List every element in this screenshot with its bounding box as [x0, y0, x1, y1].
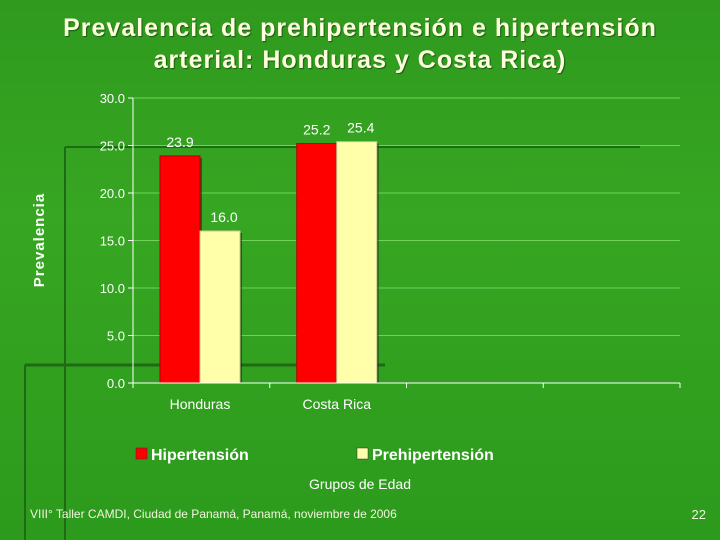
- slide-title: Prevalencia de prehipertensión e hiperte…: [0, 12, 720, 76]
- x-axis-title: Grupos de Edad: [309, 476, 411, 492]
- y-tick-label: 25.0: [100, 139, 125, 154]
- bar-value-label: 23.9: [166, 134, 193, 150]
- y-tick-label: 10.0: [100, 281, 125, 296]
- y-tick-label: 20.0: [100, 186, 125, 201]
- y-tick-label: 15.0: [100, 234, 125, 249]
- legend-label: Prehipertensión: [372, 447, 494, 464]
- x-category-label: Costa Rica: [303, 396, 372, 412]
- legend-label: Hipertensión: [151, 447, 249, 464]
- chart-legend: Hipertensión Prehipertensión: [135, 447, 494, 464]
- y-axis: 0.0 5.0 10.0 15.0 20.0 25.0 30.0 Prevalencia: [31, 91, 134, 391]
- chart-bars: 23.9 16.0 25.2 25.4: [159, 120, 379, 384]
- y-tick-label: 0.0: [107, 376, 125, 391]
- bar-prehipertensión-honduras: [199, 230, 241, 384]
- page-number: 22: [691, 507, 706, 522]
- bar-hipertensión-honduras: [159, 155, 201, 384]
- slide-title-line-1: Prevalencia de prehipertensión e hiperte…: [63, 14, 657, 42]
- x-axis: Honduras Costa Rica Grupos de Edad: [132, 382, 681, 492]
- legend-swatch: [356, 447, 369, 460]
- bar-value-label: 16.0: [210, 209, 237, 225]
- x-category-label: Honduras: [170, 396, 231, 412]
- slide-title-line-2: arterial: Honduras y Costa Rica): [153, 46, 567, 74]
- y-tick-label: 30.0: [100, 91, 125, 106]
- bar-value-label: 25.4: [347, 120, 374, 136]
- slide-footer: VIII° Taller CAMDI, Ciudad de Panamá, Pa…: [30, 507, 397, 521]
- bar-prehipertensión-costa-rica: [336, 141, 378, 384]
- bar-hipertensión-costa-rica: [296, 143, 338, 384]
- bar-value-label: 25.2: [303, 122, 330, 138]
- y-tick-label: 5.0: [107, 329, 125, 344]
- y-axis-title: Prevalencia: [31, 193, 48, 287]
- legend-swatch: [135, 447, 148, 460]
